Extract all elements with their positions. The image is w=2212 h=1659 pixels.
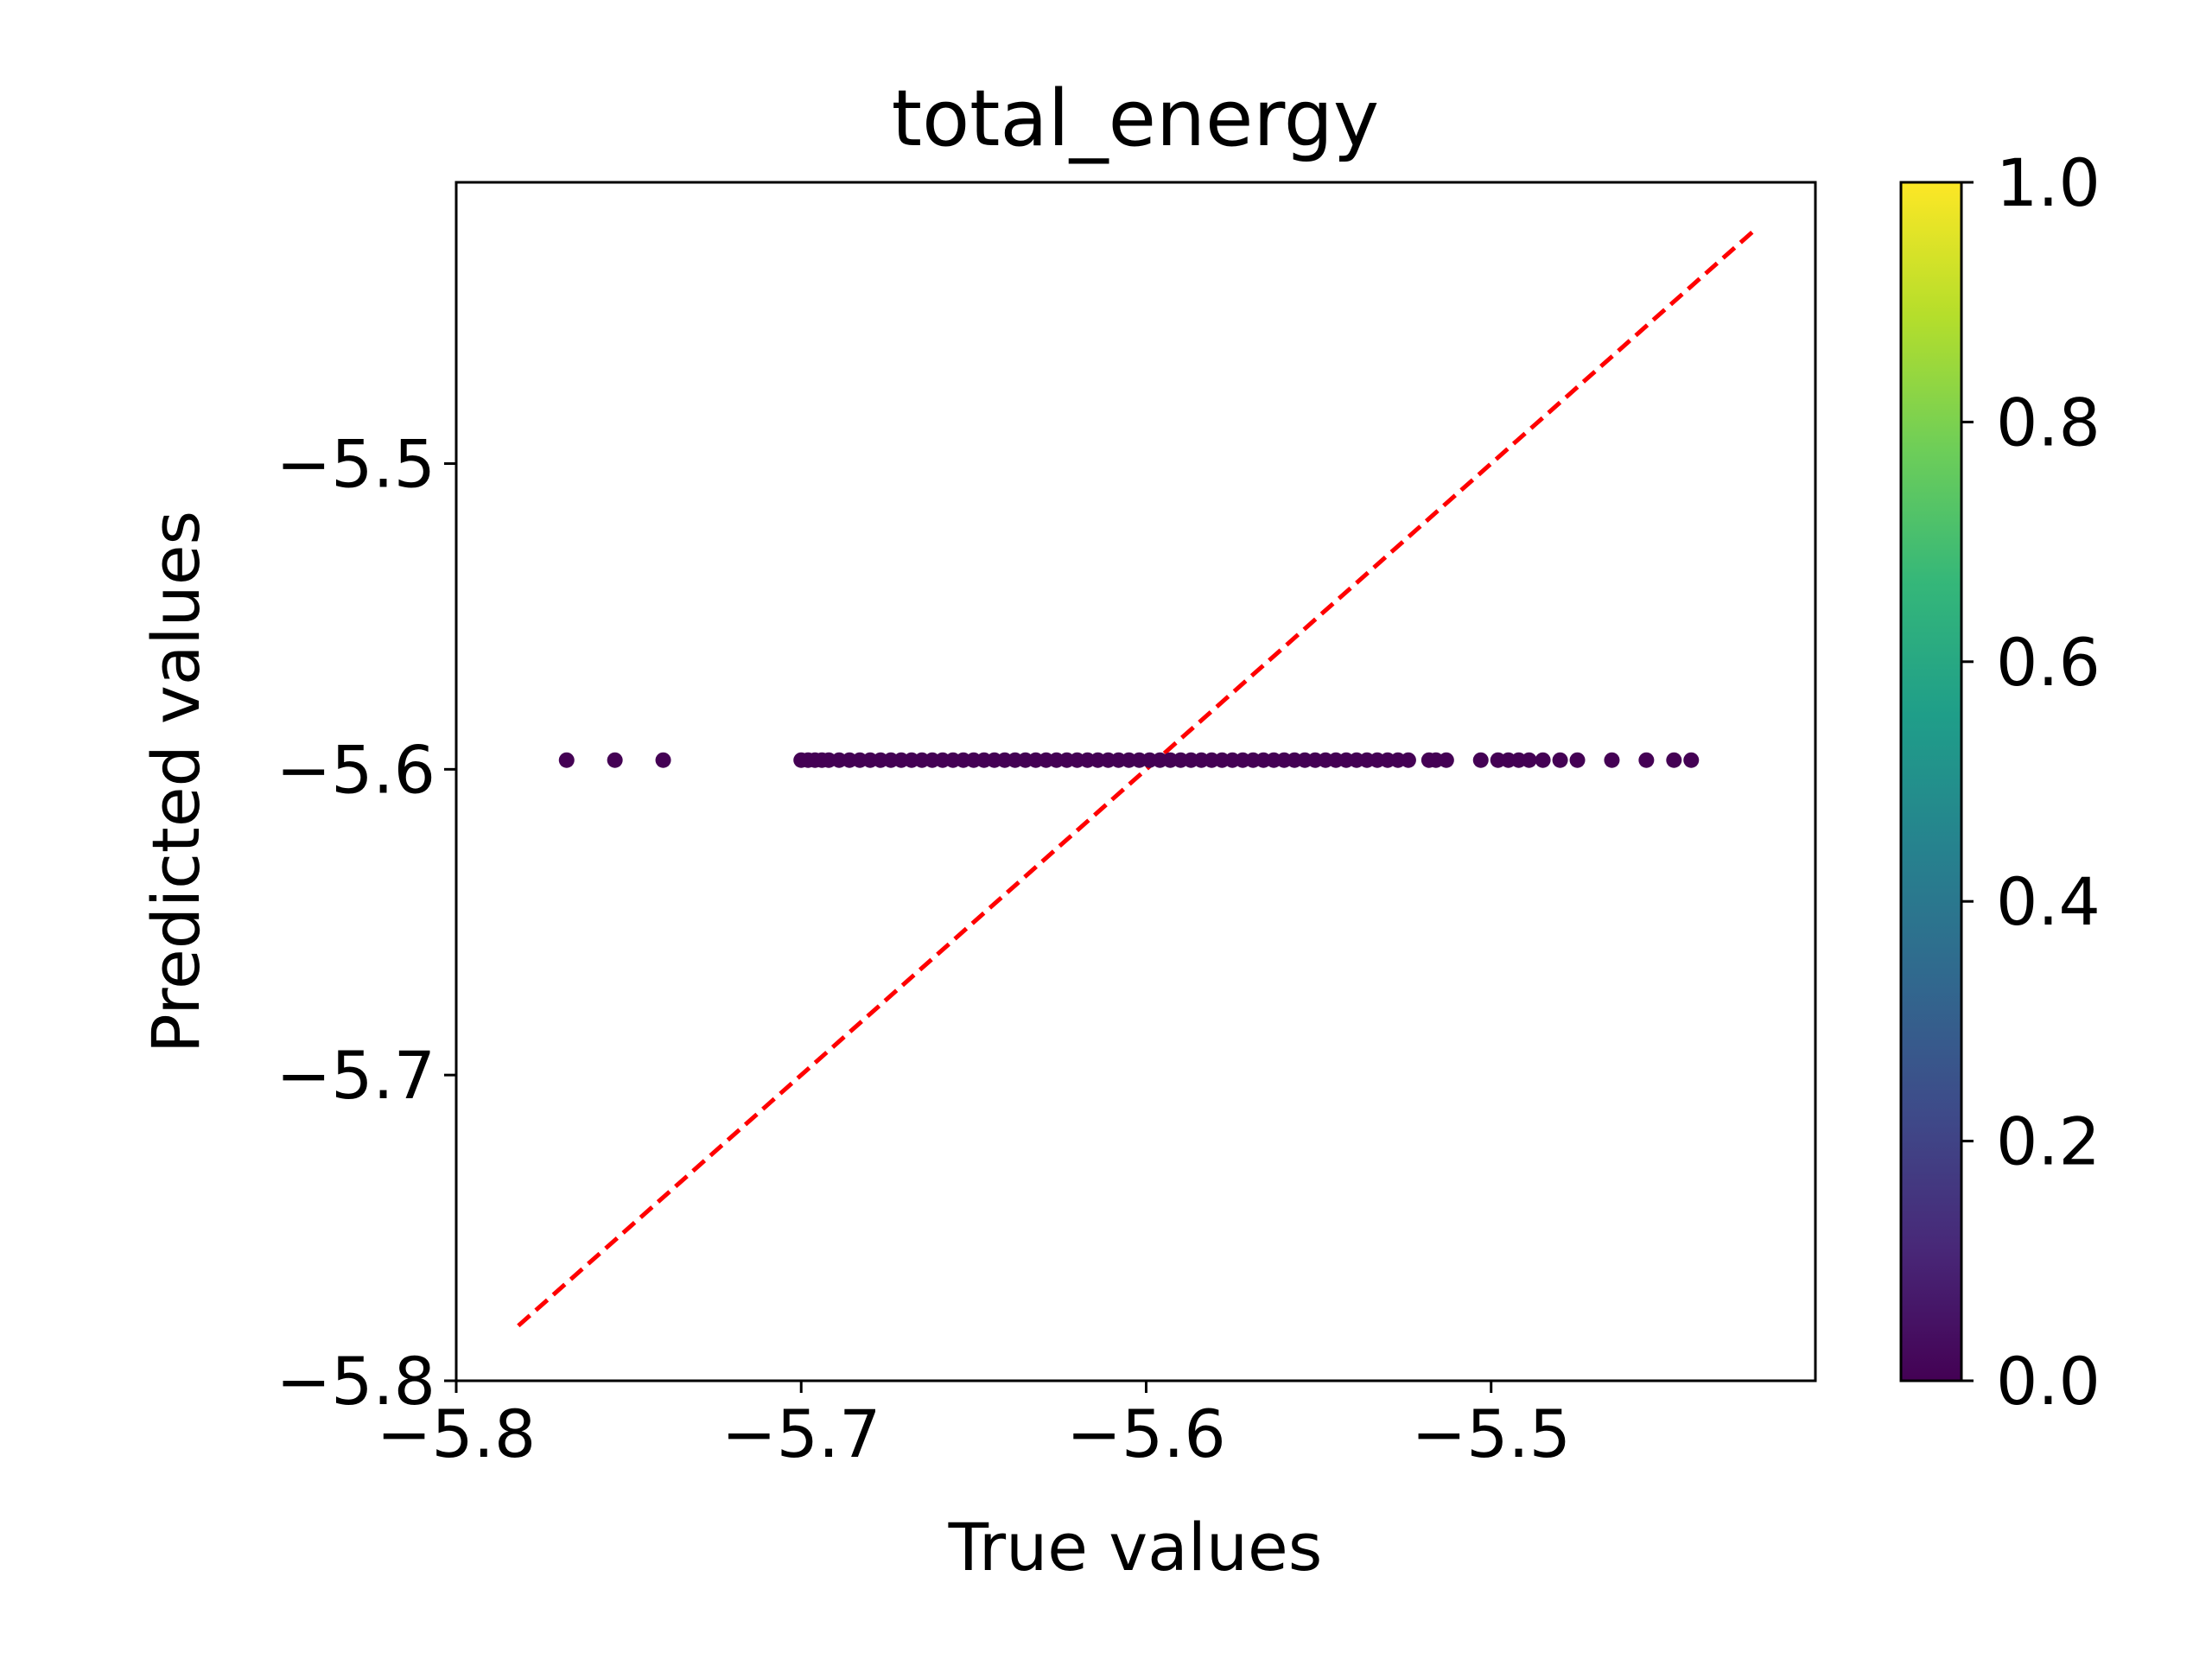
colorbar-ticks: 0.0 0.2 0.4 0.6 0.8 1.0 — [1961, 144, 2101, 1420]
data-point — [1472, 752, 1489, 768]
y-axis: −5.8 −5.7 −5.6 −5.5 — [276, 426, 456, 1420]
scatter-points — [558, 752, 1700, 768]
y-tick-label: −5.5 — [276, 426, 435, 503]
colorbar-gradient — [1901, 182, 1961, 1381]
y-axis-label: Predicted values — [137, 511, 214, 1053]
reference-line — [517, 229, 1755, 1328]
chart-title: total_energy — [892, 73, 1379, 164]
colorbar-tick-label: 0.6 — [1996, 624, 2101, 701]
data-point — [1638, 752, 1655, 768]
x-tick-label: −5.6 — [1066, 1395, 1226, 1472]
y-tick-label: −5.7 — [276, 1037, 435, 1114]
data-point — [1604, 752, 1620, 768]
y-tick-label: −5.6 — [276, 731, 435, 808]
colorbar-tick-label: 0.2 — [1996, 1103, 2101, 1180]
data-point — [655, 752, 671, 768]
colorbar-tick-label: 0.8 — [1996, 384, 2101, 461]
data-point — [1569, 752, 1586, 768]
x-tick-label: −5.5 — [1411, 1395, 1571, 1472]
data-point — [1552, 752, 1568, 768]
plot-frame — [454, 181, 1817, 1382]
data-point — [1521, 752, 1537, 768]
data-point — [1683, 752, 1700, 768]
data-point — [1438, 752, 1454, 768]
data-point — [1535, 752, 1551, 768]
x-tick-label: −5.7 — [721, 1395, 881, 1472]
y-tick-label: −5.8 — [276, 1343, 435, 1420]
colorbar: 0.0 0.2 0.4 0.6 0.8 1.0 — [1899, 144, 2101, 1420]
colorbar-frame — [1899, 181, 1963, 1382]
colorbar-tick-label: 0.4 — [1996, 863, 2101, 940]
data-point — [607, 752, 623, 768]
data-point — [558, 752, 575, 768]
x-axis: −5.8 −5.7 −5.6 −5.5 — [377, 1381, 1571, 1472]
x-tick-label: −5.8 — [377, 1395, 537, 1472]
data-point — [1666, 752, 1682, 768]
colorbar-tick-label: 0.0 — [1996, 1343, 2101, 1420]
plot-area — [517, 229, 1755, 1328]
data-point — [1400, 752, 1416, 768]
colorbar-tick-label: 1.0 — [1996, 144, 2101, 221]
x-axis-label: True values — [948, 1509, 1323, 1586]
